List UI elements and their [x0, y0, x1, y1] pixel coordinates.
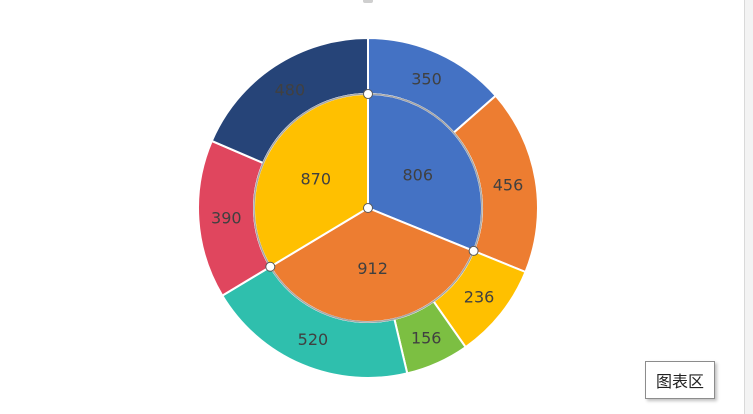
title-placeholder-handle	[363, 0, 373, 3]
inner-data-label-2: 870	[301, 169, 332, 188]
selection-handle-3[interactable]	[363, 203, 373, 213]
outer-data-label-0: 350	[411, 70, 442, 89]
selection-handle-2[interactable]	[265, 261, 276, 272]
outer-data-label-2: 236	[464, 287, 495, 306]
selection-handle-1[interactable]	[468, 245, 479, 256]
outer-data-label-6: 480	[275, 80, 306, 99]
chart-area-tooltip: 图表区	[645, 361, 716, 399]
inner-data-label-1: 912	[357, 259, 388, 278]
outer-data-label-1: 456	[493, 175, 524, 194]
inner-data-label-0: 806	[403, 165, 434, 184]
window-edge	[744, 0, 753, 414]
outer-data-label-5: 390	[211, 209, 242, 228]
selection-handle-0[interactable]	[363, 89, 373, 99]
outer-data-label-3: 156	[411, 329, 442, 348]
outer-data-label-4: 520	[298, 330, 329, 349]
